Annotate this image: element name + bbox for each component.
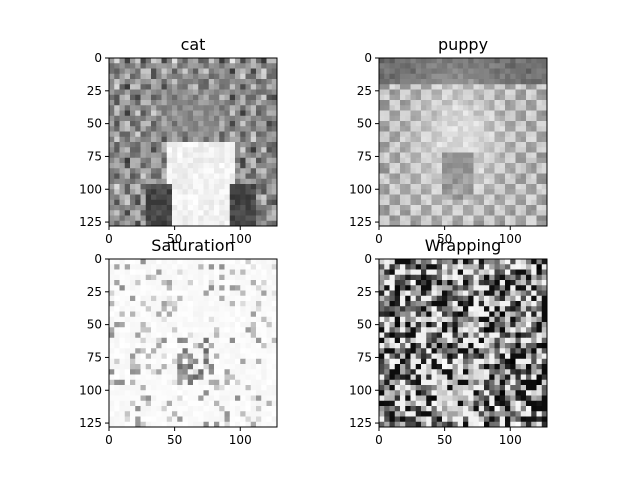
subplot-wrapping: Wrapping 0 50 100 0 25 50 75 100 125 [349, 236, 548, 447]
x-tick-label: 50 [167, 232, 182, 246]
y-tick-label: 50 [357, 117, 372, 131]
x-tick-label: 100 [229, 232, 252, 246]
x-tick-label: 0 [105, 433, 113, 447]
y-tick-label: 125 [349, 416, 372, 430]
image-pixels [109, 58, 277, 226]
subplot-title: Saturation [151, 236, 234, 255]
axes-frame [108, 57, 278, 227]
image-pixels [379, 58, 547, 226]
x-tick-label: 0 [105, 232, 113, 246]
y-tick-label: 125 [79, 215, 102, 229]
y-tick-label: 0 [364, 51, 372, 65]
subplot-cat: cat 0 50 100 0 25 50 75 100 125 [79, 35, 278, 246]
x-tick-label: 100 [499, 232, 522, 246]
y-tick-label: 0 [94, 252, 102, 266]
y-tick-label: 50 [87, 318, 102, 332]
y-tick-label: 125 [79, 416, 102, 430]
y-tick-label: 125 [349, 215, 372, 229]
y-tick-label: 25 [357, 84, 372, 98]
x-tick-label: 50 [167, 433, 182, 447]
y-tick-label: 25 [357, 285, 372, 299]
y-tick-label: 50 [87, 117, 102, 131]
x-tick-label: 0 [375, 232, 383, 246]
y-tick-label: 0 [364, 252, 372, 266]
y-tick-label: 25 [87, 285, 102, 299]
subplot-title: Wrapping [425, 236, 502, 255]
y-tick-label: 75 [357, 149, 372, 163]
y-tick-label: 100 [79, 383, 102, 397]
x-tick-label: 100 [229, 433, 252, 447]
image-pixels [109, 259, 277, 427]
y-tick-label: 50 [357, 318, 372, 332]
y-tick-label: 75 [357, 350, 372, 364]
axes-frame [108, 258, 278, 428]
x-tick-label: 50 [437, 232, 452, 246]
x-tick-label: 50 [437, 433, 452, 447]
y-tick-label: 25 [87, 84, 102, 98]
y-tick-label: 75 [87, 149, 102, 163]
y-tick-label: 100 [79, 182, 102, 196]
y-tick-label: 100 [349, 383, 372, 397]
y-tick-label: 0 [94, 51, 102, 65]
subplot-title: puppy [438, 35, 488, 54]
subplot-puppy: puppy 0 50 100 0 25 50 75 100 125 [349, 35, 548, 246]
subplot-title: cat [181, 35, 206, 54]
subplot-saturation: Saturation 0 50 100 0 25 50 75 100 125 [79, 236, 278, 447]
image-pixels [379, 259, 547, 427]
y-tick-label: 75 [87, 350, 102, 364]
axes-frame [378, 57, 548, 227]
x-tick-label: 100 [499, 433, 522, 447]
y-tick-label: 100 [349, 182, 372, 196]
x-tick-label: 0 [375, 433, 383, 447]
axes-frame [378, 258, 548, 428]
